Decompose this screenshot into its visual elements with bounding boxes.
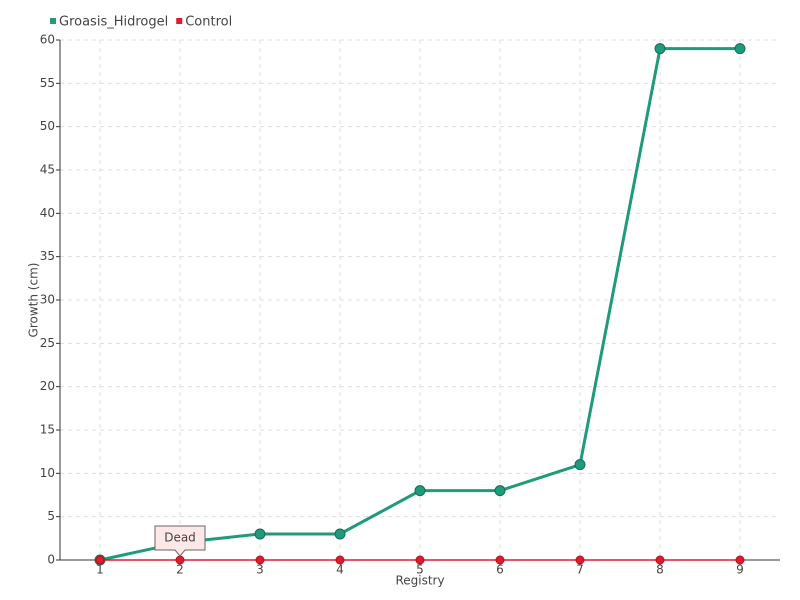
annotation-box — [154, 525, 206, 557]
y-tick-label: 25 — [40, 336, 55, 350]
data-point — [415, 555, 425, 565]
legend-label: Control — [185, 15, 232, 30]
data-point — [654, 43, 666, 55]
y-tick-label: 45 — [40, 163, 55, 177]
y-tick-label: 50 — [40, 119, 55, 133]
x-tick-label: 4 — [336, 563, 344, 577]
annotation: Dead — [154, 525, 206, 557]
data-point — [95, 555, 105, 565]
data-point — [575, 555, 585, 565]
y-tick-label: 10 — [40, 466, 55, 480]
data-point — [734, 43, 746, 55]
data-point — [495, 555, 505, 565]
y-tick-label: 15 — [40, 423, 55, 437]
y-axis-label: Growth (cm) — [27, 263, 41, 338]
x-tick-label: 2 — [176, 563, 184, 577]
x-tick-label: 6 — [496, 563, 504, 577]
data-point — [334, 528, 346, 540]
x-axis-label: Registry — [395, 574, 444, 588]
data-point — [255, 555, 265, 565]
data-point — [175, 555, 185, 565]
legend-label: Groasis_Hidrogel — [59, 15, 168, 30]
data-point — [335, 555, 345, 565]
x-tick-label: 8 — [656, 563, 664, 577]
y-tick-label: 35 — [40, 249, 55, 263]
legend-swatch — [50, 18, 56, 24]
data-point — [574, 459, 586, 471]
y-tick-label: 30 — [40, 293, 55, 307]
x-tick-label: 1 — [96, 563, 104, 577]
annotation-text: Dead — [164, 531, 196, 545]
data-point — [254, 528, 266, 540]
x-tick-label: 5 — [416, 563, 424, 577]
data-point — [655, 555, 665, 565]
data-point — [735, 555, 745, 565]
y-tick-label: 40 — [40, 206, 55, 220]
y-tick-label: 5 — [47, 509, 55, 523]
legend-swatch — [176, 18, 183, 24]
data-point — [414, 485, 426, 497]
y-tick-label: 20 — [40, 379, 55, 393]
y-tick-label: 0 — [47, 553, 55, 567]
y-tick-label: 60 — [40, 33, 55, 47]
x-tick-label: 3 — [256, 563, 264, 577]
y-tick-label: 55 — [40, 76, 55, 90]
x-tick-label: 7 — [576, 563, 584, 577]
x-tick-label: 9 — [736, 563, 744, 577]
data-point — [494, 485, 506, 497]
